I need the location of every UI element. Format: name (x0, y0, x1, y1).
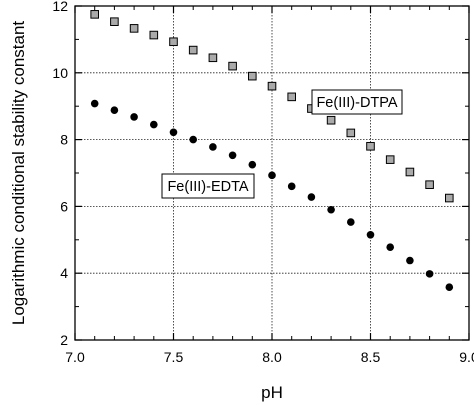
edta-point (248, 160, 257, 169)
edta-point (268, 171, 276, 180)
edta-point (445, 283, 454, 292)
x-tick-label: 8.0 (262, 349, 282, 365)
grid-lines (75, 6, 469, 340)
dtpa-point (287, 92, 296, 102)
dtpa-point (228, 61, 237, 71)
series-layer (90, 10, 454, 292)
edta-point (347, 218, 355, 226)
annotation-dtpa-box (311, 89, 403, 115)
dtpa-point (425, 180, 434, 189)
edta-point (228, 151, 237, 160)
dtpa-point (405, 167, 415, 177)
dtpa-point (366, 141, 375, 151)
dtpa-point (326, 115, 336, 125)
y-tick-label: 10 (52, 65, 68, 81)
series-fe-iii-dtpa (90, 10, 454, 203)
y-tick-label: 4 (60, 265, 68, 281)
series-fe-iii-edta (90, 99, 454, 292)
dtpa-point (267, 81, 277, 91)
x-axis-title: pH (261, 383, 283, 402)
edta-point (307, 193, 316, 201)
dtpa-point (129, 24, 139, 33)
edta-point (90, 99, 99, 108)
x-tick-label: 7.5 (164, 349, 184, 365)
edta-point (130, 113, 138, 121)
dtpa-point (90, 10, 100, 19)
edta-point (386, 243, 395, 251)
dtpa-point (110, 17, 119, 26)
y-tick-labels: 2 4 6 8 10 12 (52, 0, 68, 348)
edta-point (150, 120, 158, 129)
edta-point (287, 182, 296, 191)
edta-point (189, 135, 197, 144)
x-tick-labels: 7.0 7.5 8.0 8.5 9.0 (65, 349, 474, 365)
edta-point (327, 205, 335, 214)
dtpa-point (208, 53, 218, 63)
dtpa-point (248, 71, 257, 81)
x-tick-label: 9.0 (459, 349, 474, 365)
y-axis-title: Logarithmic conditional stability consta… (9, 21, 28, 326)
edta-point (169, 128, 178, 137)
dtpa-point (346, 128, 356, 138)
annotation-edta-box (161, 173, 255, 199)
dtpa-point (445, 193, 454, 203)
dtpa-point (149, 30, 159, 40)
edta-point (406, 256, 414, 265)
annotation-dtpa: Fe(III)-DTPA (311, 89, 403, 115)
dtpa-point (169, 37, 178, 47)
x-tick-label: 7.0 (65, 349, 85, 365)
y-tick-label: 12 (52, 0, 68, 14)
dtpa-point (188, 45, 198, 55)
edta-point (209, 143, 217, 151)
y-tick-label: 6 (60, 198, 68, 214)
edta-point (425, 270, 434, 278)
annotation-edta: Fe(III)-EDTA (161, 173, 255, 199)
edta-point (110, 106, 119, 115)
annotation-edta-label: Fe(III)-EDTA (167, 179, 248, 195)
y-tick-label: 8 (60, 132, 68, 148)
y-tick-label: 2 (60, 332, 68, 348)
edta-point (366, 230, 375, 239)
annotation-dtpa-label: Fe(III)-DTPA (316, 95, 397, 111)
tick-marks (74, 5, 470, 341)
x-tick-label: 8.5 (361, 349, 381, 365)
dtpa-point (385, 155, 395, 164)
